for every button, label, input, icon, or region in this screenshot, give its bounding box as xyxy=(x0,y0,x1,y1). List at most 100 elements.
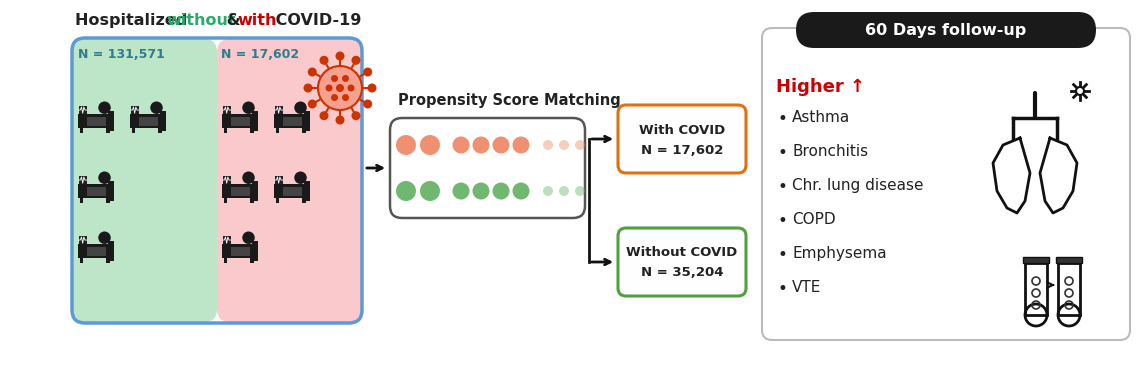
Text: N = 35,204: N = 35,204 xyxy=(641,266,723,280)
Bar xyxy=(1023,257,1049,263)
Bar xyxy=(106,257,109,263)
Circle shape xyxy=(1076,87,1084,95)
Circle shape xyxy=(331,75,337,82)
Circle shape xyxy=(575,186,585,196)
Bar xyxy=(284,117,302,125)
Text: •: • xyxy=(777,110,788,128)
Text: Propensity Score Matching: Propensity Score Matching xyxy=(398,93,621,108)
Bar xyxy=(231,187,250,196)
Circle shape xyxy=(98,102,111,114)
Text: &: & xyxy=(221,13,246,28)
Bar xyxy=(303,181,310,201)
Text: COPD: COPD xyxy=(792,212,836,227)
Bar xyxy=(88,117,106,125)
Text: •: • xyxy=(777,246,788,264)
Text: N = 131,571: N = 131,571 xyxy=(78,48,165,61)
Bar xyxy=(80,257,83,263)
Circle shape xyxy=(559,186,569,196)
Bar xyxy=(222,236,230,244)
Circle shape xyxy=(98,231,111,244)
Bar xyxy=(79,236,87,244)
Text: •: • xyxy=(777,280,788,298)
Text: 60 Days follow-up: 60 Days follow-up xyxy=(865,22,1027,38)
Bar xyxy=(223,197,228,204)
Circle shape xyxy=(243,231,254,244)
Text: Bronchitis: Bronchitis xyxy=(792,144,869,159)
Circle shape xyxy=(492,183,510,199)
Circle shape xyxy=(472,183,489,199)
Circle shape xyxy=(513,137,529,153)
Bar xyxy=(274,184,308,198)
Circle shape xyxy=(294,171,307,184)
Bar xyxy=(250,257,254,263)
Circle shape xyxy=(319,56,328,65)
Circle shape xyxy=(308,99,317,109)
Circle shape xyxy=(336,84,344,92)
FancyBboxPatch shape xyxy=(217,39,361,322)
Circle shape xyxy=(559,140,569,150)
Bar xyxy=(302,197,306,204)
Circle shape xyxy=(364,99,373,109)
Circle shape xyxy=(318,66,363,110)
Bar xyxy=(275,176,283,184)
Circle shape xyxy=(308,67,317,77)
Circle shape xyxy=(348,85,355,92)
Circle shape xyxy=(331,94,337,101)
Bar xyxy=(250,197,254,204)
Circle shape xyxy=(150,102,163,114)
Circle shape xyxy=(575,140,585,150)
Circle shape xyxy=(319,111,328,120)
Circle shape xyxy=(303,84,312,92)
Text: N = 17,602: N = 17,602 xyxy=(221,48,299,61)
FancyBboxPatch shape xyxy=(390,118,585,218)
Circle shape xyxy=(98,171,111,184)
Circle shape xyxy=(342,94,349,101)
Circle shape xyxy=(326,85,333,92)
Text: Emphysema: Emphysema xyxy=(792,246,887,261)
Bar xyxy=(131,127,136,134)
Text: Chr. lung disease: Chr. lung disease xyxy=(792,178,923,193)
Bar xyxy=(303,111,310,131)
Bar xyxy=(139,117,158,125)
Bar xyxy=(231,247,250,256)
Circle shape xyxy=(342,75,349,82)
Bar xyxy=(106,197,109,204)
Circle shape xyxy=(543,186,553,196)
Circle shape xyxy=(420,181,440,201)
Bar xyxy=(80,127,83,134)
Circle shape xyxy=(472,137,489,153)
Circle shape xyxy=(492,137,510,153)
Bar xyxy=(131,106,139,114)
Circle shape xyxy=(543,140,553,150)
Bar xyxy=(107,241,114,261)
Bar xyxy=(223,257,228,263)
Bar xyxy=(88,247,106,256)
Text: with: with xyxy=(237,13,277,28)
Bar xyxy=(1025,263,1047,315)
Text: With COVID: With COVID xyxy=(638,124,725,137)
Circle shape xyxy=(351,56,360,65)
Text: •: • xyxy=(777,178,788,196)
Bar xyxy=(160,111,166,131)
Bar xyxy=(276,197,279,204)
Bar xyxy=(79,106,87,114)
Bar xyxy=(252,241,258,261)
Bar xyxy=(275,106,283,114)
Bar xyxy=(107,111,114,131)
Text: Higher ↑: Higher ↑ xyxy=(776,78,865,96)
Circle shape xyxy=(243,171,254,184)
Text: COVID-19: COVID-19 xyxy=(270,13,361,28)
Bar xyxy=(79,176,87,184)
Circle shape xyxy=(351,111,360,120)
Bar xyxy=(78,114,113,128)
Bar xyxy=(252,181,258,201)
Bar xyxy=(250,127,254,134)
Circle shape xyxy=(364,67,373,77)
Text: VTE: VTE xyxy=(792,280,822,295)
Bar xyxy=(88,187,106,196)
FancyBboxPatch shape xyxy=(618,228,746,296)
Circle shape xyxy=(396,135,416,155)
Bar xyxy=(158,127,162,134)
Bar xyxy=(80,197,83,204)
Bar xyxy=(222,176,230,184)
